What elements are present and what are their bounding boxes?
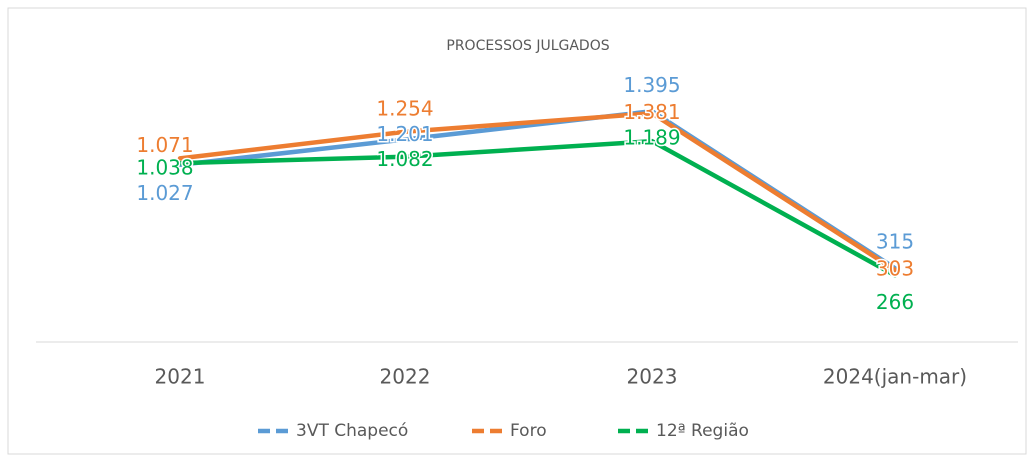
- chart-title: PROCESSOS JULGADOS: [446, 38, 609, 54]
- data-label: 1.395: [623, 73, 680, 97]
- x-tick-label: 2022: [380, 365, 431, 389]
- legend-label: 3VT Chapecó: [296, 421, 408, 441]
- data-label: 1.071: [136, 133, 193, 157]
- data-label: 266: [876, 290, 914, 314]
- data-label: 1.038: [136, 156, 193, 180]
- legend-label: Foro: [510, 421, 547, 441]
- series-line: [177, 110, 898, 273]
- x-tick-label: 2023: [627, 365, 678, 389]
- data-label: 303: [876, 256, 914, 280]
- x-tick-label: 2024(jan-mar): [823, 365, 967, 389]
- data-label: 1.189: [623, 126, 680, 150]
- chart-border: [7, 7, 1027, 455]
- x-tick-label: 2021: [155, 365, 206, 389]
- data-label: 315: [876, 230, 914, 254]
- data-label: 1.027: [136, 181, 193, 205]
- data-label: 1.381: [623, 100, 680, 124]
- series-line: [177, 138, 898, 278]
- data-label: 1.254: [376, 96, 433, 120]
- data-label: 1.082: [376, 147, 433, 171]
- data-label: 1.201: [376, 122, 433, 146]
- legend-label: 12ª Região: [656, 421, 749, 441]
